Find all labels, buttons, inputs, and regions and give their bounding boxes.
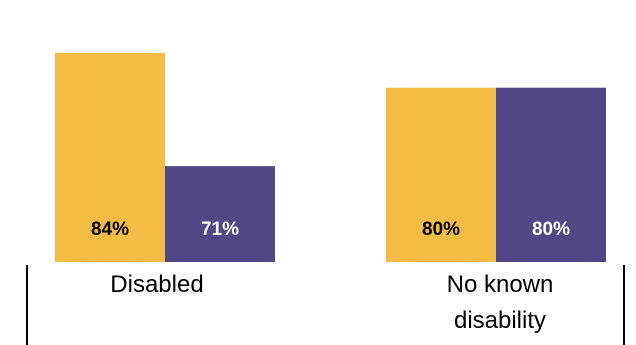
axis-layer <box>26 265 625 345</box>
category-label-line: No known <box>447 271 554 298</box>
category-label-line: Disabled <box>110 271 203 298</box>
bar-1-no-known-disability <box>386 87 496 262</box>
category-label-line: disability <box>454 307 546 334</box>
bars-layer <box>55 52 606 262</box>
bar-2-disabled <box>165 166 275 262</box>
data-label: 84% <box>91 219 129 240</box>
bar-2-no-known-disability <box>496 87 606 262</box>
data-label: 80% <box>422 219 460 240</box>
category-label: Disabled <box>110 271 203 298</box>
data-label: 71% <box>201 219 239 240</box>
bar-1-disabled <box>55 52 165 262</box>
data-label: 80% <box>532 219 570 240</box>
labels-layer: 84% 80% 71% 80% Disabled No known disability <box>91 219 570 334</box>
category-label: No known disability <box>447 271 554 334</box>
